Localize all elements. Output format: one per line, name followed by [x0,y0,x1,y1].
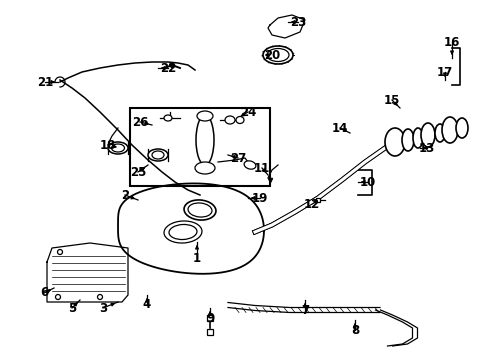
Ellipse shape [195,162,215,174]
Ellipse shape [108,142,128,154]
Ellipse shape [148,149,168,161]
Text: 8: 8 [351,324,359,337]
Text: 20: 20 [264,49,280,62]
Text: 5: 5 [68,302,76,315]
Ellipse shape [236,117,244,123]
Bar [130,108,270,186]
Text: 26: 26 [132,116,148,129]
Ellipse shape [413,128,423,148]
Ellipse shape [244,161,256,169]
Text: 15: 15 [384,94,400,107]
Text: 14: 14 [332,122,348,135]
Text: 4: 4 [143,298,151,311]
Text: 19: 19 [252,192,268,204]
Text: 6: 6 [40,287,48,300]
Ellipse shape [197,111,213,121]
Ellipse shape [225,116,235,124]
Text: 16: 16 [444,36,460,49]
Polygon shape [118,183,264,274]
Text: 25: 25 [130,166,146,179]
Polygon shape [268,15,305,38]
Text: 10: 10 [360,176,376,189]
Ellipse shape [402,129,414,151]
Ellipse shape [385,128,405,156]
Text: 27: 27 [230,152,246,165]
Text: 24: 24 [240,105,256,118]
Polygon shape [47,243,128,302]
Text: 9: 9 [206,311,214,324]
Text: 13: 13 [419,141,435,154]
Text: 1: 1 [193,252,201,265]
Text: 21: 21 [37,76,53,89]
Text: 7: 7 [301,303,309,316]
Text: 23: 23 [290,15,306,28]
Text: 17: 17 [437,66,453,78]
Text: 12: 12 [304,198,320,211]
Ellipse shape [263,46,293,64]
Ellipse shape [435,124,445,142]
Ellipse shape [196,115,214,165]
Ellipse shape [164,115,172,121]
Ellipse shape [421,123,435,147]
Text: 2: 2 [121,189,129,202]
Text: 22: 22 [160,62,176,75]
Text: 11: 11 [254,162,270,175]
Text: 18: 18 [100,139,116,152]
Ellipse shape [456,118,468,138]
Ellipse shape [442,117,458,143]
Text: 3: 3 [99,302,107,315]
